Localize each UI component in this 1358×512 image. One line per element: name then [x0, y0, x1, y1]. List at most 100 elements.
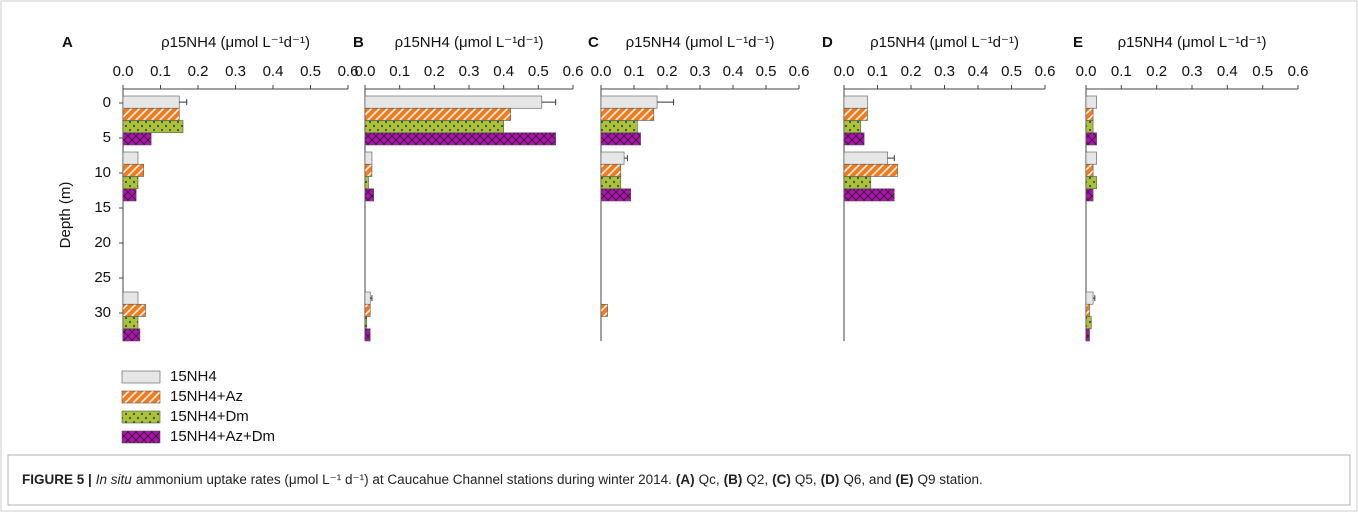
bar: [1085, 120, 1094, 134]
caption-ref: (A): [675, 472, 695, 487]
bar: [1085, 328, 1090, 342]
bar: [1085, 107, 1094, 121]
x-tick-label: 0.5: [756, 63, 777, 80]
caption-ref: (D): [820, 472, 840, 487]
legend-label: 15NH4+Az+Dm: [170, 428, 275, 445]
x-axis-label: ρ15NH4 (μmol L⁻¹d⁻¹): [161, 34, 310, 51]
y-tick-label: 25: [94, 269, 111, 286]
bar: [1085, 95, 1097, 109]
bar: [122, 291, 139, 305]
x-tick-label: 0.5: [300, 63, 321, 80]
bar: [364, 120, 504, 134]
y-tick-label: 0: [103, 94, 111, 111]
legend-label: 15NH4: [170, 368, 217, 385]
bar: [600, 188, 632, 202]
x-tick-label: 0.6: [563, 63, 584, 80]
bar: [843, 151, 888, 165]
legend-label: 15NH4+Dm: [170, 408, 249, 425]
x-tick-label: 0.1: [624, 63, 645, 80]
caption-box: [7, 454, 1351, 506]
x-tick-label: 0.0: [355, 63, 376, 80]
caption-italic: In situ: [95, 472, 132, 487]
bar: [600, 132, 641, 146]
x-tick-label: 0.1: [150, 63, 171, 80]
bar: [122, 132, 152, 146]
bar: [843, 176, 872, 190]
bar: [600, 120, 638, 134]
bar: [1085, 291, 1094, 305]
x-tick-label: 0.2: [1146, 63, 1167, 80]
panel-label: B: [353, 34, 364, 51]
panel-label: E: [1073, 34, 1083, 51]
y-tick-label: 15: [94, 199, 111, 216]
bar: [122, 95, 180, 109]
x-tick-label: 0.1: [389, 63, 410, 80]
x-tick-label: 0.6: [338, 63, 359, 80]
caption-text: Q9 station.: [917, 472, 983, 487]
y-tick-label: 5: [103, 129, 111, 146]
bar: [1085, 132, 1097, 146]
bar: [1085, 151, 1097, 165]
bar: [1085, 176, 1097, 190]
bar: [364, 151, 373, 165]
x-tick-label: 0.5: [1252, 63, 1273, 80]
bar: [1085, 163, 1094, 177]
x-tick-label: 0.0: [834, 63, 855, 80]
x-tick-label: 0.4: [723, 63, 744, 80]
y-axis-label: Depth (m): [57, 182, 74, 249]
x-tick-label: 0.6: [1035, 63, 1056, 80]
bar: [600, 163, 622, 177]
x-tick-label: 0.5: [528, 63, 549, 80]
x-tick-label: 0.6: [789, 63, 810, 80]
bar: [364, 291, 371, 305]
x-tick-label: 0.0: [113, 63, 134, 80]
bar: [122, 107, 180, 121]
bar: [122, 188, 137, 202]
caption: FIGURE 5 | In situ ammonium uptake rates (…: [22, 472, 1342, 488]
x-tick-label: 0.3: [690, 63, 711, 80]
bar: [1085, 316, 1092, 330]
bar: [600, 176, 622, 190]
bar: [364, 163, 373, 177]
panel-label: C: [588, 34, 599, 51]
caption-ref: (C): [772, 472, 791, 487]
bar: [364, 132, 556, 146]
x-tick-label: 0.4: [1217, 63, 1238, 80]
bar: [600, 95, 658, 109]
bar: [843, 107, 868, 121]
bar: [122, 316, 139, 330]
y-tick-label: 30: [94, 304, 111, 321]
x-tick-label: 0.6: [1288, 63, 1309, 80]
bar: [364, 188, 374, 202]
caption-text: ammonium uptake rates (μmol L⁻¹ d⁻¹) at …: [135, 472, 672, 487]
x-axis-label: ρ15NH4 (μmol L⁻¹d⁻¹): [626, 34, 775, 51]
bar: [364, 316, 368, 330]
bar: [843, 163, 898, 177]
bar: [600, 151, 625, 165]
bar: [1085, 188, 1094, 202]
bar: [364, 95, 543, 109]
caption-text: Q6, and: [843, 472, 892, 487]
x-tick-label: 0.1: [867, 63, 888, 80]
x-tick-label: 0.1: [1111, 63, 1132, 80]
caption-ref: (E): [895, 472, 914, 487]
caption-text: Q5,: [794, 472, 817, 487]
bar: [364, 328, 371, 342]
legend-swatch: [121, 390, 161, 404]
x-tick-label: 0.2: [188, 63, 209, 80]
x-tick-label: 0.3: [459, 63, 480, 80]
bar: [364, 176, 369, 190]
x-tick-label: 0.4: [263, 63, 284, 80]
x-tick-label: 0.4: [493, 63, 514, 80]
bar: [843, 132, 865, 146]
bar: [364, 303, 371, 317]
bar: [364, 107, 511, 121]
x-tick-label: 0.0: [1076, 63, 1097, 80]
caption-ref: (B): [723, 472, 743, 487]
bar: [122, 303, 146, 317]
legend-swatch: [121, 430, 161, 444]
x-tick-label: 0.3: [934, 63, 955, 80]
